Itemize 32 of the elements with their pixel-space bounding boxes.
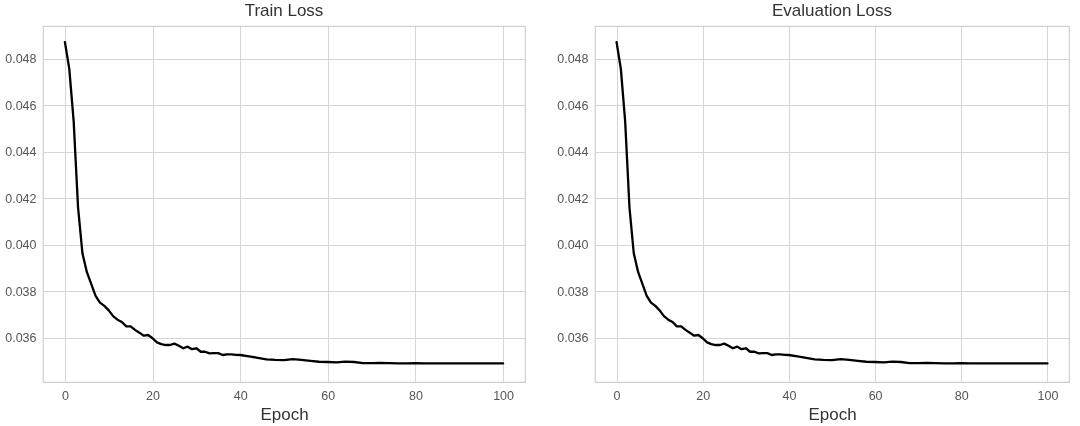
x-tick-label: 60 — [321, 388, 336, 403]
x-tick-label: 80 — [409, 388, 423, 403]
y-tick-label: 0.046 — [5, 98, 37, 113]
y-tick-label: 0.048 — [557, 52, 589, 67]
y-tick-label: 0.042 — [5, 191, 37, 206]
y-tick-label: 0.042 — [557, 191, 589, 206]
y-tick-label: 0.036 — [5, 331, 37, 346]
line-series — [63, 40, 505, 365]
x-tick-label: 40 — [233, 388, 248, 403]
chart-title: Evaluation Loss — [771, 1, 893, 20]
chart-title: Train Loss — [244, 1, 324, 20]
y-tick-label: 0.038 — [5, 284, 37, 299]
y-tick-label: 0.044 — [557, 145, 589, 160]
y-tick-label: 0.040 — [5, 238, 37, 253]
x-tick-label: 80 — [954, 388, 969, 403]
x-tick-label: 40 — [782, 388, 797, 403]
y-tick-label: 0.048 — [5, 52, 37, 67]
x-tick-label: 20 — [146, 388, 161, 403]
y-tick-label: 0.040 — [557, 238, 589, 253]
x-tick-label: 20 — [696, 388, 711, 403]
y-tick-label: 0.036 — [557, 331, 589, 346]
y-tick-label: 0.044 — [5, 145, 37, 160]
x-tick-label: 60 — [868, 388, 883, 403]
x-tick-label: 100 — [493, 388, 515, 403]
x-axis-title: Epoch — [260, 405, 309, 424]
y-tick-label: 0.046 — [557, 98, 589, 113]
x-tick-label: 100 — [1037, 388, 1059, 403]
x-tick-label: 0 — [61, 388, 69, 403]
y-tick-label: 0.038 — [557, 284, 589, 299]
line-series — [615, 40, 1049, 365]
x-tick-label: 0 — [613, 388, 621, 403]
x-axis-title: Epoch — [808, 405, 857, 424]
